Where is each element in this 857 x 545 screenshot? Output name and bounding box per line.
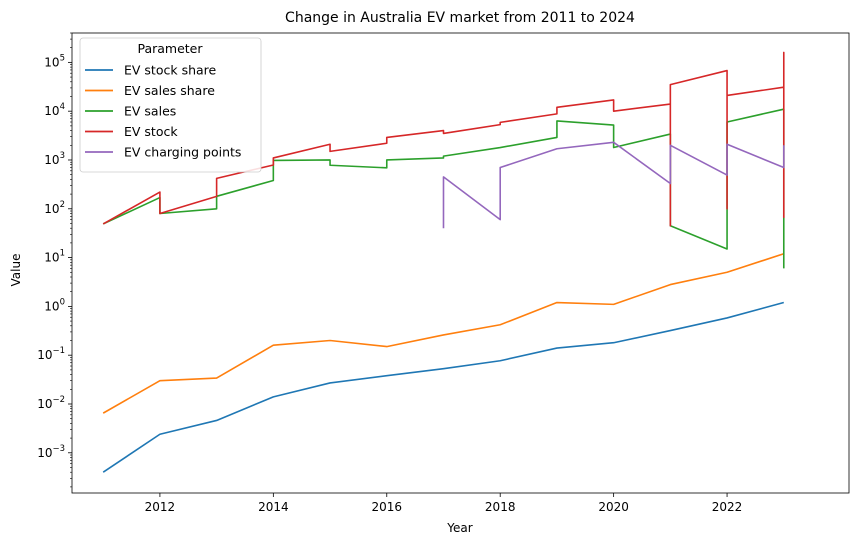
x-tick-label: 2016 [371,500,402,514]
y-tick-label: 102 [44,200,65,216]
y-tick-label: 10−1 [37,346,65,362]
legend-label: EV stock [124,124,178,139]
series-line-ev-sales-share [102,252,785,414]
y-tick-label: 103 [44,151,65,167]
legend-label: EV stock share [124,63,217,78]
y-axis-label: Value [9,254,23,287]
legend-box [79,37,262,173]
series-line-ev-charging-points [442,141,785,229]
y-tick-label: 104 [44,102,65,118]
y-tick-label: 101 [44,249,65,265]
y-tick-label: 105 [44,53,65,69]
legend: Parameter EV stock share EV sales share EV… [79,37,262,173]
x-axis-label: Year [446,521,472,535]
x-tick-label: 2022 [712,500,743,514]
chart-title: Change in Australia EV market from 2011 … [285,10,635,26]
x-tick-label: 2014 [258,500,289,514]
x-tick-label: 2018 [485,500,516,514]
x-tick-label: 2020 [598,500,629,514]
y-tick-label: 10−3 [37,444,65,460]
x-axis: 2012 2014 2016 2018 2020 2022 [145,493,743,514]
axes-frame [71,32,850,494]
legend-label: EV sales [124,104,176,119]
x-tick-label: 2012 [145,500,176,514]
y-tick-label: 10−2 [37,395,65,411]
legend-title: Parameter [137,41,203,56]
series-line-ev-stock-share [102,301,784,473]
y-axis: 10−3 10−2 10−1 100 101 102 103 104 105 [37,32,72,488]
y-tick-label: 100 [44,297,65,313]
legend-label: EV sales share [124,83,215,98]
legend-label: EV charging points [124,145,241,160]
